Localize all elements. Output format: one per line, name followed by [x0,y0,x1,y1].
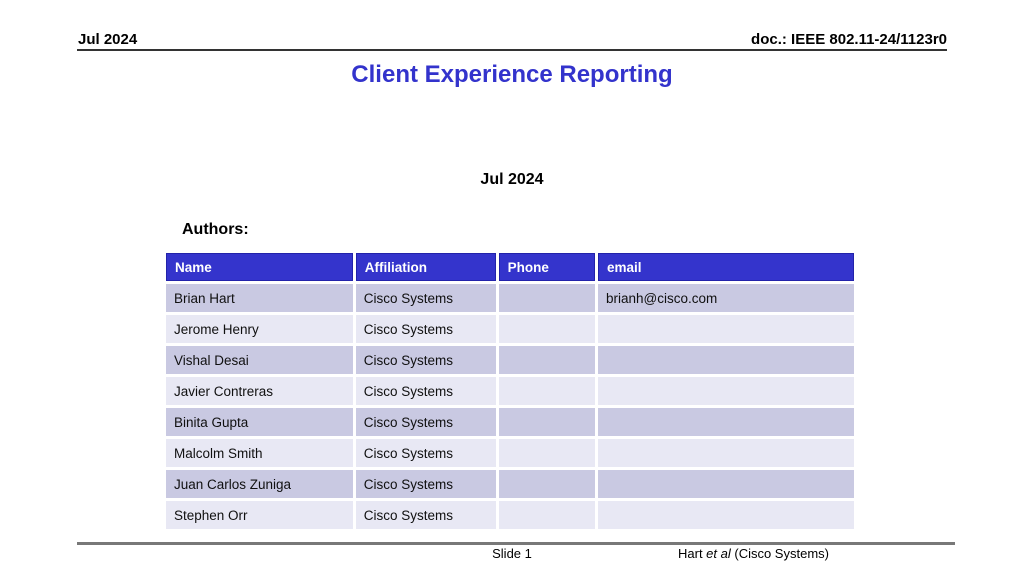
table-cell [498,439,595,467]
table-row: Stephen Orr Cisco Systems [166,501,854,529]
authors-table-head: Name Affiliation Phone email [166,253,854,281]
table-cell [498,501,595,529]
column-header-phone: Phone [498,253,595,281]
table-cell: Javier Contreras [166,377,353,405]
table-row: Malcolm Smith Cisco Systems [166,439,854,467]
footer-rule [77,542,955,545]
table-cell [597,470,854,498]
table-cell [498,346,595,374]
table-cell: Cisco Systems [355,377,496,405]
header-date: Jul 2024 [78,31,138,48]
attribution-suffix: (Cisco Systems) [730,546,829,561]
header-rule [77,49,947,51]
table-cell: brianh@cisco.com [597,284,854,312]
table-cell [498,315,595,343]
table-cell: Cisco Systems [355,470,496,498]
attribution-prefix: Hart [678,546,707,561]
column-header-email: email [597,253,854,281]
authors-table-body: Brian Hart Cisco Systems brianh@cisco.com J… [166,284,854,529]
table-row: Juan Carlos Zuniga Cisco Systems [166,470,854,498]
subtitle-date: Jul 2024 [480,171,544,188]
table-cell: Cisco Systems [355,346,496,374]
table-cell: Juan Carlos Zuniga [166,470,353,498]
table-cell: Binita Gupta [166,408,353,436]
table-cell: Cisco Systems [355,408,496,436]
authors-heading: Authors: [182,221,249,238]
table-cell [597,377,854,405]
table-header-row: Name Affiliation Phone email [166,253,854,281]
table-cell [597,315,854,343]
table-row: Binita Gupta Cisco Systems [166,408,854,436]
table-row: Jerome Henry Cisco Systems [166,315,854,343]
table-cell [597,439,854,467]
slide-number: Slide 1 [492,546,532,561]
header-doc-number: doc.: IEEE 802.11-24/1123r0 [751,31,947,48]
table-cell: Cisco Systems [355,284,496,312]
table-cell [498,470,595,498]
table-cell: Malcolm Smith [166,439,353,467]
table-cell [498,377,595,405]
table-cell [498,284,595,312]
table-cell [597,346,854,374]
table-cell [597,501,854,529]
authors-table: Name Affiliation Phone email Brian Hart Cisc… [163,250,857,532]
table-row: Brian Hart Cisco Systems brianh@cisco.com [166,284,854,312]
attribution-etal: et al [706,546,731,561]
column-header-name: Name [166,253,353,281]
table-cell: Vishal Desai [166,346,353,374]
table-cell: Cisco Systems [355,439,496,467]
table-cell [498,408,595,436]
table-row: Javier Contreras Cisco Systems [166,377,854,405]
table-cell: Stephen Orr [166,501,353,529]
column-header-affiliation: Affiliation [355,253,496,281]
page-title: Client Experience Reporting [351,61,673,88]
table-cell: Jerome Henry [166,315,353,343]
table-row: Vishal Desai Cisco Systems [166,346,854,374]
footer-attribution: Hart et al (Cisco Systems) [678,546,829,561]
table-cell: Cisco Systems [355,501,496,529]
table-cell: Brian Hart [166,284,353,312]
table-cell: Cisco Systems [355,315,496,343]
table-cell [597,408,854,436]
